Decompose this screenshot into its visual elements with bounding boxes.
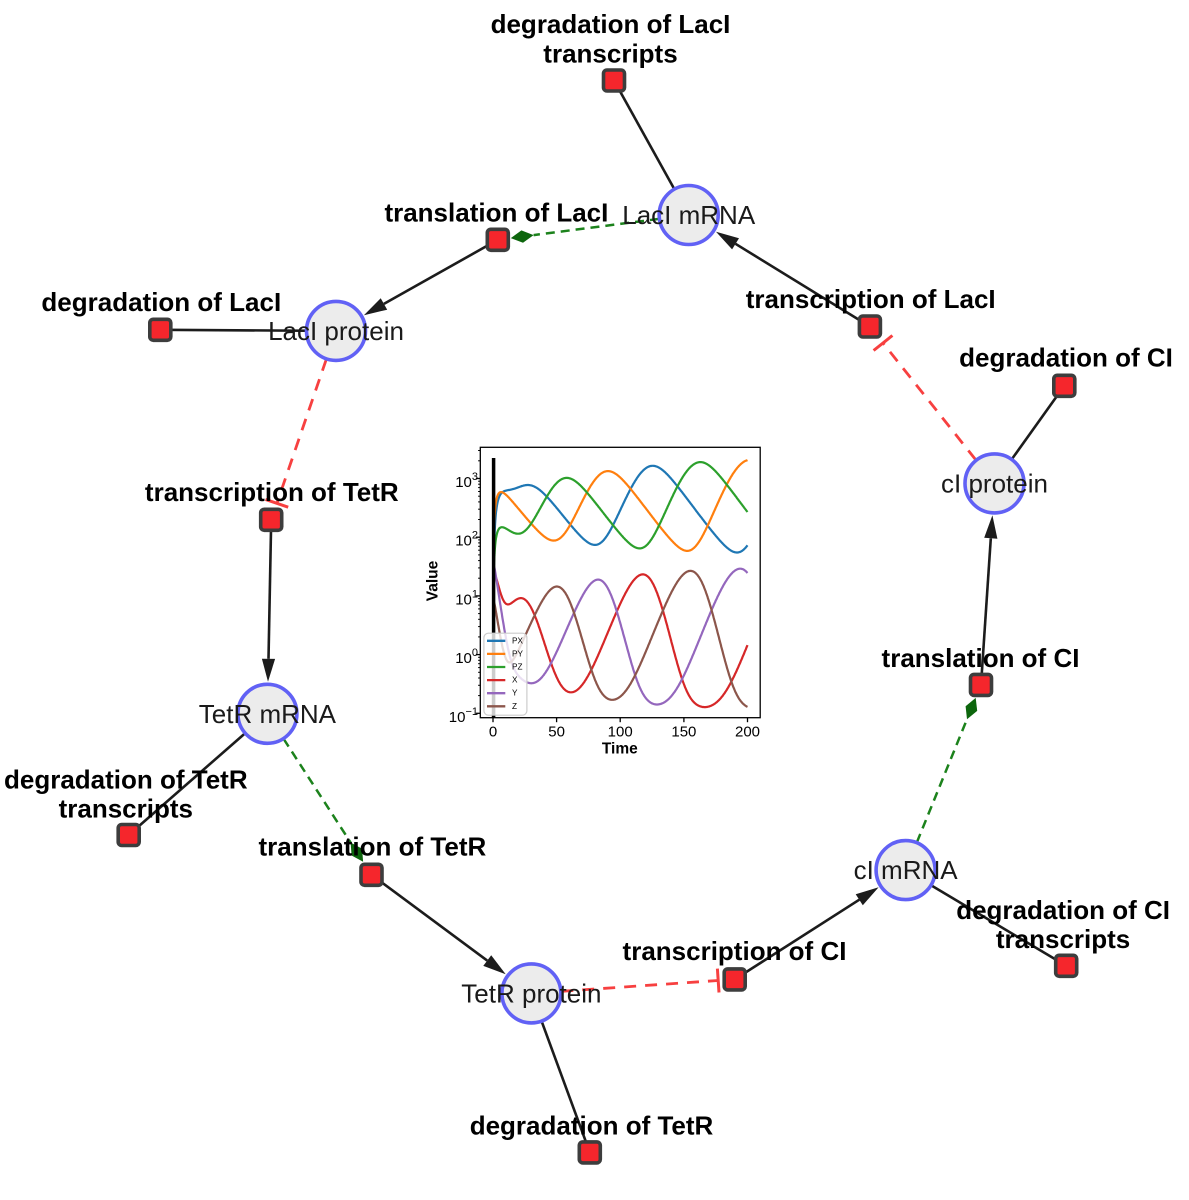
svg-text:transcription of LacI: transcription of LacI [746,284,996,314]
svg-text:PX: PX [512,636,523,645]
svg-text:200: 200 [735,724,760,741]
svg-text:150: 150 [671,724,696,741]
svg-text:Z: Z [512,702,517,711]
svg-text:transcripts: transcripts [996,924,1130,954]
svg-text:transcripts: transcripts [59,794,193,824]
svg-text:cI protein: cI protein [941,468,1048,498]
svg-text:transcription of TetR: transcription of TetR [145,477,399,507]
svg-text:TetR protein: TetR protein [461,978,601,1008]
svg-text:0: 0 [489,724,497,741]
svg-text:50: 50 [548,724,565,741]
svg-text:LacI mRNA: LacI mRNA [622,200,756,230]
svg-text:Y: Y [512,689,518,698]
svg-text:Time: Time [602,740,638,757]
svg-text:LacI protein: LacI protein [268,316,404,346]
svg-text:translation of CI: translation of CI [882,643,1080,673]
svg-text:X: X [512,676,518,685]
svg-text:PY: PY [512,649,523,658]
svg-text:degradation of TetR: degradation of TetR [470,1110,714,1140]
svg-text:degradation of CI: degradation of CI [959,343,1173,373]
svg-text:translation of LacI: translation of LacI [384,197,608,227]
svg-text:translation of TetR: translation of TetR [259,832,487,862]
svg-text:transcripts: transcripts [543,38,677,68]
svg-text:TetR mRNA: TetR mRNA [199,699,337,729]
svg-text:degradation of TetR: degradation of TetR [4,765,248,795]
svg-text:degradation of LacI: degradation of LacI [41,287,281,317]
svg-text:degradation of LacI: degradation of LacI [491,9,731,39]
svg-text:cI mRNA: cI mRNA [854,855,959,885]
svg-text:degradation of CI: degradation of CI [956,895,1170,925]
svg-text:Value: Value [425,560,442,601]
svg-text:100: 100 [608,724,633,741]
svg-text:PZ: PZ [512,663,522,672]
svg-text:transcription of CI: transcription of CI [623,936,847,966]
